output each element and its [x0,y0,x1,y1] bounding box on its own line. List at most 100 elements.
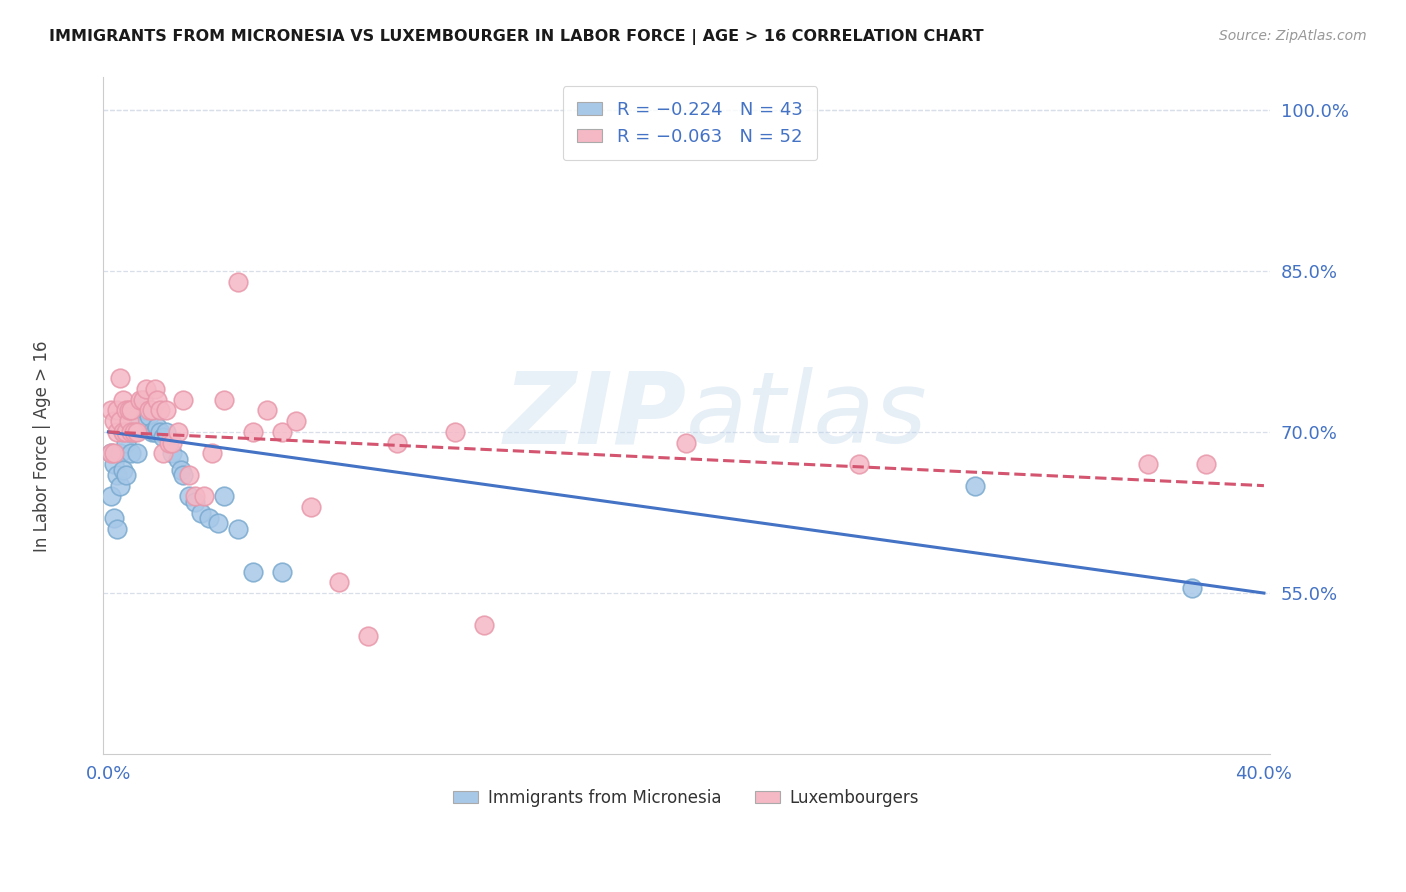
Point [138,403,160,417]
Point [201,446,224,460]
Point [155,425,177,439]
Point [129,414,152,428]
Point [328,575,350,590]
Point [132,392,155,407]
Point [179,489,201,503]
Point [152,446,174,460]
Point [121,403,143,417]
Point [1137,457,1160,471]
Point [179,467,201,482]
Point [207,516,229,531]
Point [129,392,152,407]
Point [184,489,207,503]
Point [103,457,125,471]
Point [105,425,128,439]
Point [166,425,188,439]
Point [105,403,128,417]
Point [121,425,143,439]
Point [121,403,143,417]
Point [111,425,134,439]
Point [270,565,292,579]
Point [108,446,131,460]
Legend: Immigrants from Micronesia, Luxembourgers: Immigrants from Micronesia, Luxembourger… [446,782,927,814]
Point [138,409,160,423]
Point [172,392,194,407]
Point [141,403,163,417]
Point [105,467,128,482]
Text: IMMIGRANTS FROM MICRONESIA VS LUXEMBOURGER IN LABOR FORCE | AGE > 16 CORRELATION: IMMIGRANTS FROM MICRONESIA VS LUXEMBOURG… [49,29,984,45]
Text: ZIP: ZIP [503,368,686,465]
Point [117,425,139,439]
Point [143,425,166,439]
Point [172,467,194,482]
Point [108,478,131,492]
Point [285,414,308,428]
Point [103,511,125,525]
Point [387,435,409,450]
Point [149,403,172,417]
Point [152,430,174,444]
Point [114,403,136,417]
Point [270,425,292,439]
Point [444,425,467,439]
Point [111,392,134,407]
Point [100,403,122,417]
Point [108,414,131,428]
Point [127,403,149,417]
Point [111,425,134,439]
Point [100,489,122,503]
Point [103,414,125,428]
Point [193,489,215,503]
Point [242,565,264,579]
Point [212,392,235,407]
Point [105,522,128,536]
Point [114,425,136,439]
Point [135,382,157,396]
Point [108,371,131,385]
Point [146,419,169,434]
Point [160,435,183,450]
Point [675,435,697,450]
Point [149,425,172,439]
Point [114,435,136,450]
Point [114,467,136,482]
Point [228,522,250,536]
Text: Source: ZipAtlas.com: Source: ZipAtlas.com [1219,29,1367,43]
Point [166,451,188,466]
Point [100,446,122,460]
Point [242,425,264,439]
Point [169,462,191,476]
Point [157,435,180,450]
Point [124,425,146,439]
Point [121,446,143,460]
Point [146,392,169,407]
Point [132,392,155,407]
Point [357,629,380,643]
Point [117,403,139,417]
Point [155,403,177,417]
Point [127,446,149,460]
Point [127,425,149,439]
Point [299,500,322,515]
Point [963,478,986,492]
Point [143,382,166,396]
Point [190,506,212,520]
Point [256,403,278,417]
Point [103,446,125,460]
Point [472,618,495,632]
Point [111,462,134,476]
Point [212,489,235,503]
Point [100,446,122,460]
Point [198,511,221,525]
Point [117,414,139,428]
Point [160,446,183,460]
Point [184,495,207,509]
Point [228,275,250,289]
Point [124,425,146,439]
Point [1181,581,1204,595]
Point [135,403,157,417]
Point [848,457,870,471]
Point [1195,457,1218,471]
Text: atlas: atlas [686,368,928,465]
Point [141,425,163,439]
